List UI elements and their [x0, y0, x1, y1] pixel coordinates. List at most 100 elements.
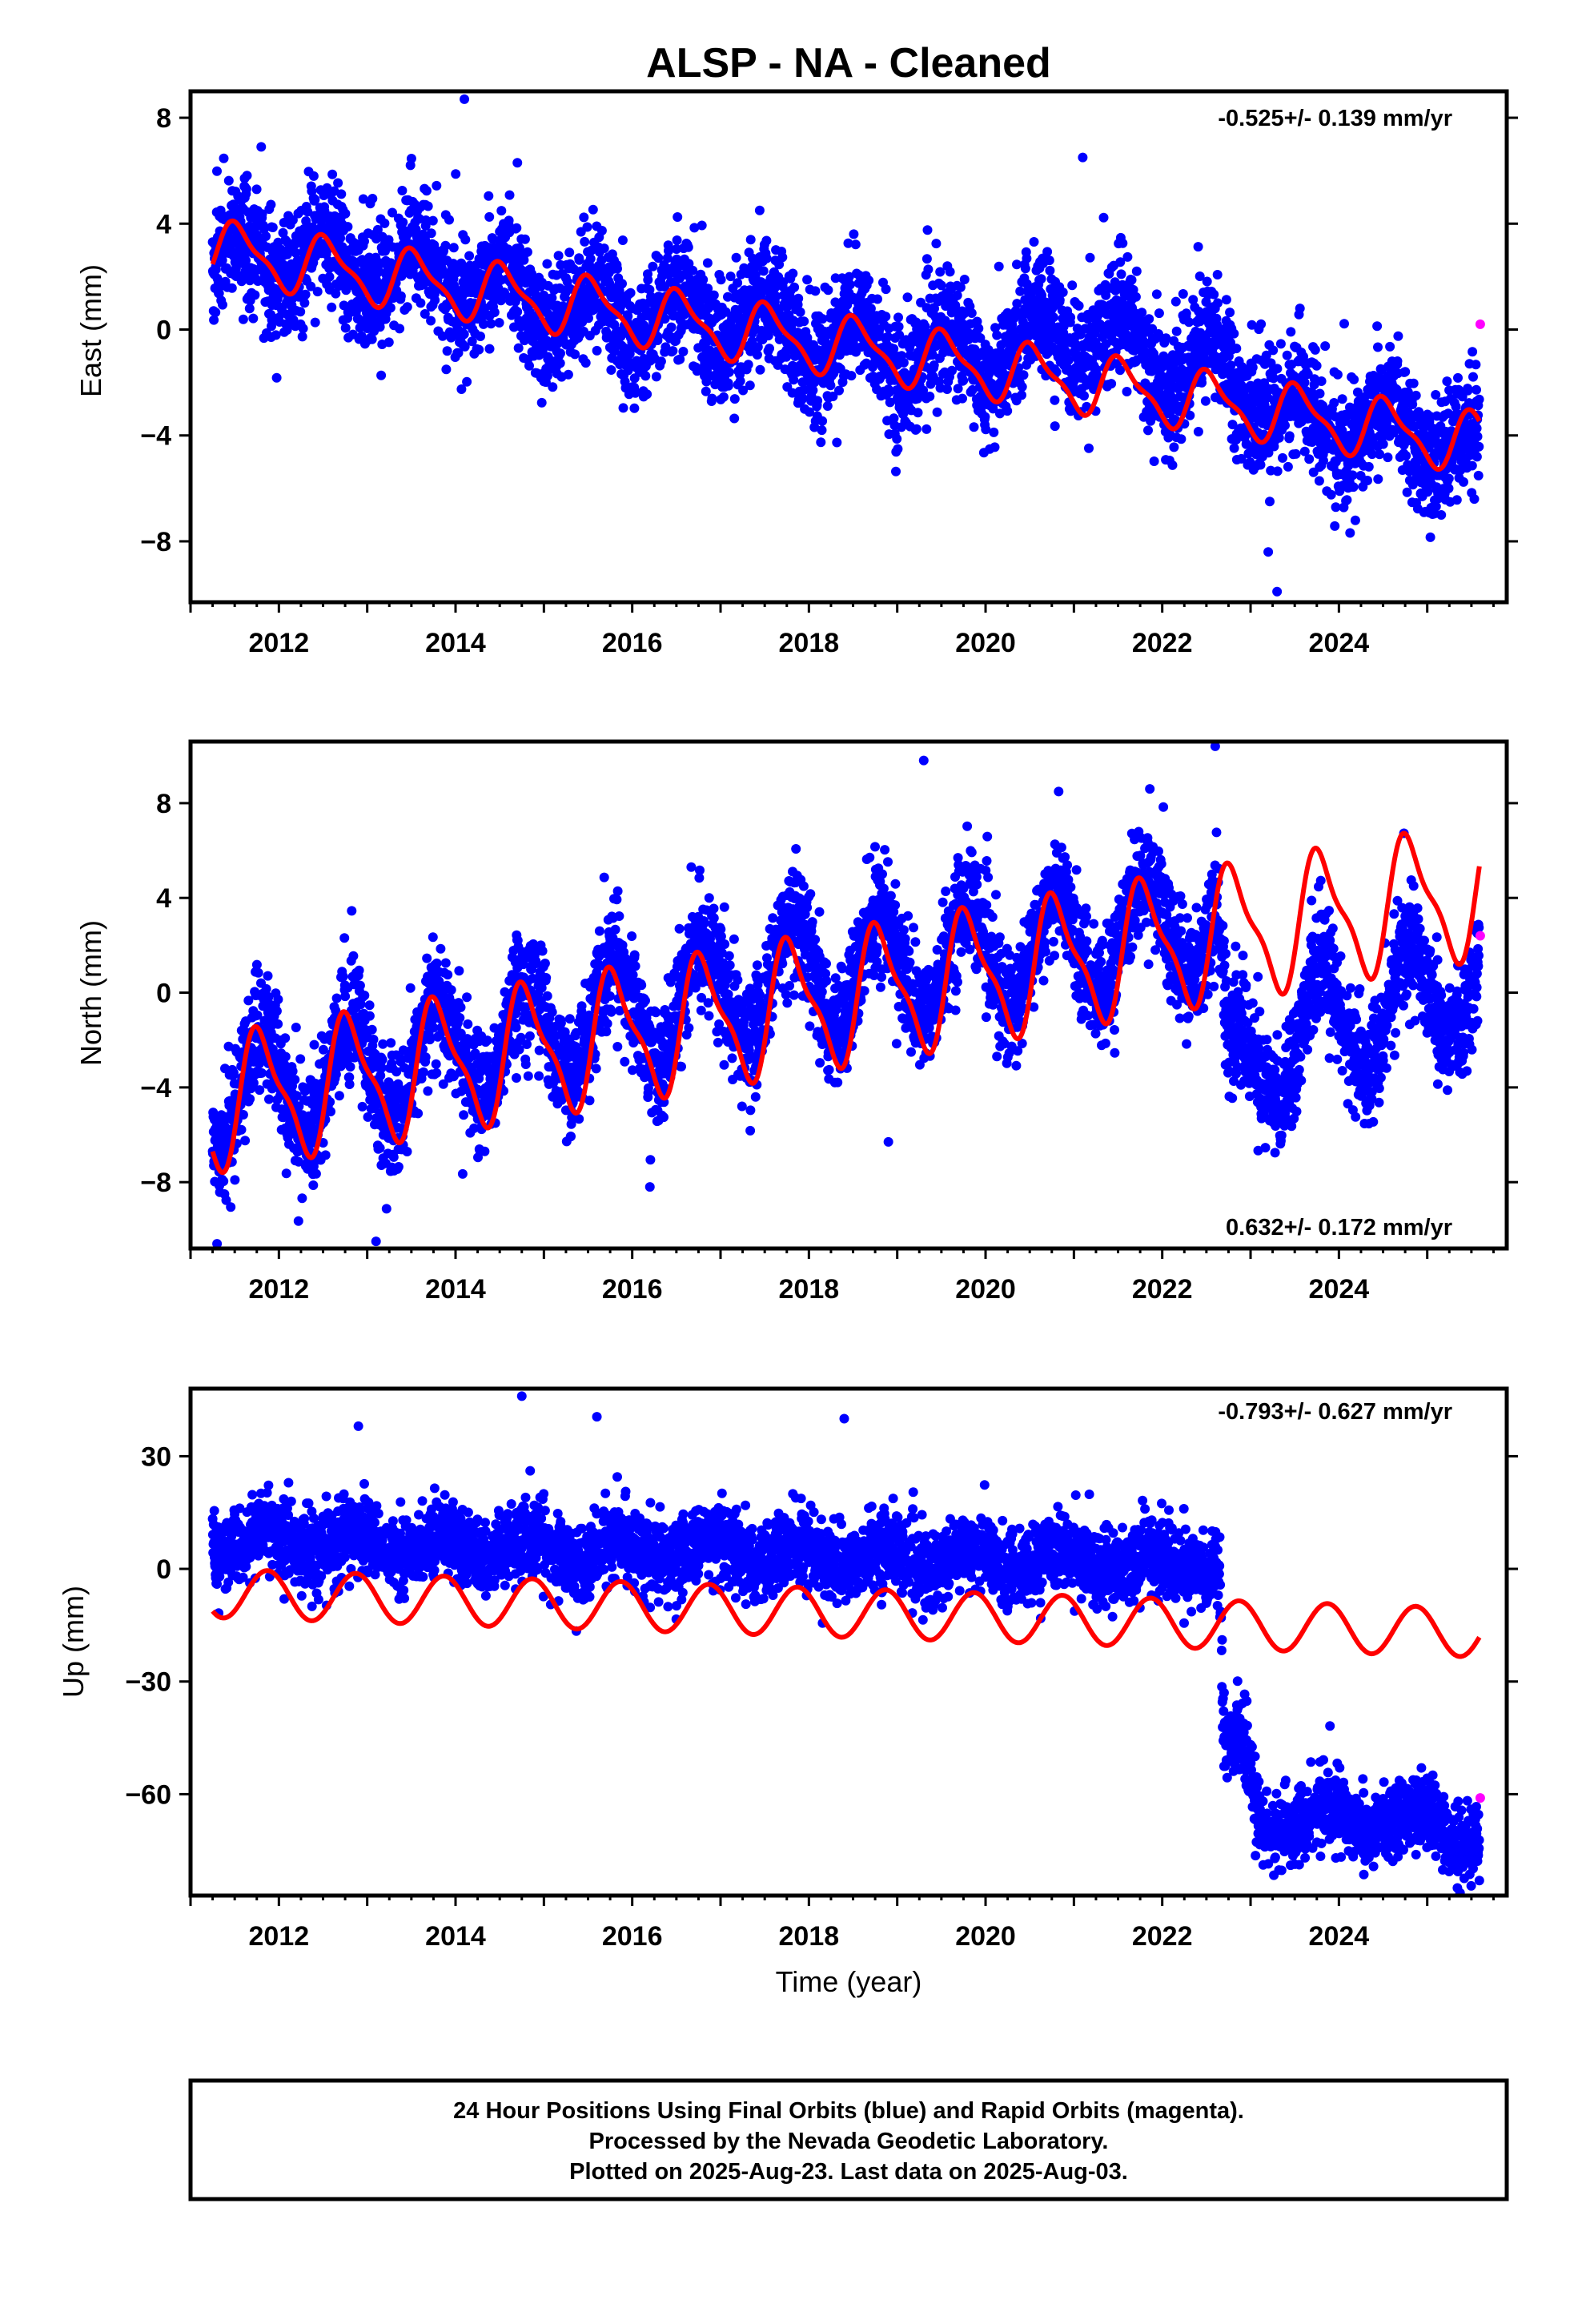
east-final-point — [327, 169, 338, 179]
east-final-point — [1304, 454, 1315, 464]
east-final-point — [808, 385, 818, 396]
east-final-point — [989, 427, 999, 437]
east-final-point — [1467, 460, 1477, 471]
east-final-point — [383, 337, 394, 348]
east-y-tick-label: 8 — [156, 103, 171, 134]
east-final-point — [1020, 263, 1030, 274]
east-final-point — [484, 344, 495, 354]
east-final-point — [580, 358, 591, 368]
east-final-point — [312, 287, 323, 297]
east-final-point — [1149, 456, 1159, 466]
east-final-point — [765, 344, 774, 354]
east-final-point — [1452, 495, 1462, 505]
east-final-point — [893, 321, 904, 332]
east-final-point — [1029, 237, 1039, 247]
east-final-point — [716, 275, 726, 285]
east-final-point — [1066, 312, 1076, 323]
east-final-point — [666, 322, 677, 332]
east-final-point — [444, 215, 454, 225]
east-final-point — [343, 222, 353, 232]
east-x-tick-label: 2022 — [1132, 628, 1193, 658]
east-final-point — [553, 251, 564, 261]
east-final-point — [1058, 287, 1068, 297]
east-final-point — [980, 412, 990, 422]
east-final-point — [1018, 370, 1029, 380]
east-final-point — [1443, 473, 1454, 484]
north-final-point — [219, 1176, 229, 1186]
east-final-point — [1078, 152, 1088, 163]
east-final-point — [1275, 339, 1286, 349]
east-final-point — [1225, 308, 1235, 318]
east-final-point — [1339, 319, 1349, 329]
east-final-point — [335, 233, 346, 243]
east-final-point — [1472, 452, 1482, 462]
east-final-point — [673, 212, 683, 222]
east-final-point — [1098, 212, 1109, 223]
east-final-point — [430, 295, 440, 305]
east-final-point — [881, 284, 891, 295]
east-final-point — [881, 312, 891, 322]
east-final-point — [460, 341, 470, 352]
east-final-point — [241, 184, 251, 195]
east-final-point — [1319, 456, 1328, 466]
east-final-point — [476, 332, 485, 341]
east-final-point — [1407, 400, 1418, 409]
east-final-point — [630, 388, 640, 398]
east-final-point — [1193, 427, 1203, 436]
east-final-point — [921, 424, 932, 434]
east-final-point — [1272, 364, 1283, 374]
east-final-point — [1221, 295, 1231, 305]
east-final-point — [617, 235, 628, 245]
east-final-point — [1468, 372, 1478, 382]
east-final-point — [1131, 266, 1142, 276]
east-final-point — [761, 253, 772, 263]
east-final-point — [398, 217, 408, 227]
east-final-point — [219, 153, 229, 163]
east-final-point — [810, 286, 821, 296]
east-final-point — [825, 380, 836, 391]
east-final-point — [372, 224, 383, 235]
east-x-tick-label: 2016 — [602, 628, 663, 658]
east-final-point — [1295, 304, 1305, 314]
east-final-point — [310, 317, 320, 328]
east-final-point — [297, 332, 307, 342]
east-data-marks — [207, 94, 1485, 597]
east-final-point — [442, 346, 452, 356]
east-final-point — [932, 407, 942, 417]
east-final-point — [437, 331, 448, 341]
east-final-point — [1212, 270, 1223, 279]
east-final-point — [922, 225, 933, 235]
east-final-point — [966, 308, 977, 318]
east-final-point — [426, 316, 436, 326]
east-final-point — [259, 223, 269, 234]
east-final-point — [251, 184, 262, 195]
east-final-point — [777, 252, 788, 263]
east-final-point — [1373, 342, 1383, 352]
east-final-point — [832, 437, 842, 448]
east-final-point — [1130, 292, 1141, 302]
east-final-point — [1263, 547, 1274, 557]
east-final-point — [340, 323, 351, 333]
east-final-point — [1472, 384, 1481, 395]
east-final-point — [799, 316, 809, 327]
east-final-point — [1272, 586, 1283, 597]
east-final-point — [921, 254, 932, 264]
east-final-point — [1474, 394, 1484, 404]
east-rate-label: -0.525+/- 0.139 mm/yr — [1218, 106, 1452, 131]
east-final-point — [395, 324, 405, 334]
east-final-point — [1213, 298, 1223, 308]
east-final-point — [958, 393, 967, 404]
east-final-point — [1471, 360, 1481, 370]
east-final-point — [563, 369, 573, 380]
east-final-point — [1372, 321, 1383, 332]
east-final-point — [451, 169, 461, 179]
east-final-point — [678, 347, 689, 356]
east-final-point — [617, 279, 627, 289]
east-final-point — [729, 413, 740, 424]
east-final-point — [789, 282, 800, 292]
east-final-point — [683, 242, 693, 252]
east-final-point — [758, 266, 769, 276]
east-final-point — [570, 349, 580, 360]
east-final-point — [1085, 252, 1095, 263]
east-final-point — [1469, 494, 1480, 505]
